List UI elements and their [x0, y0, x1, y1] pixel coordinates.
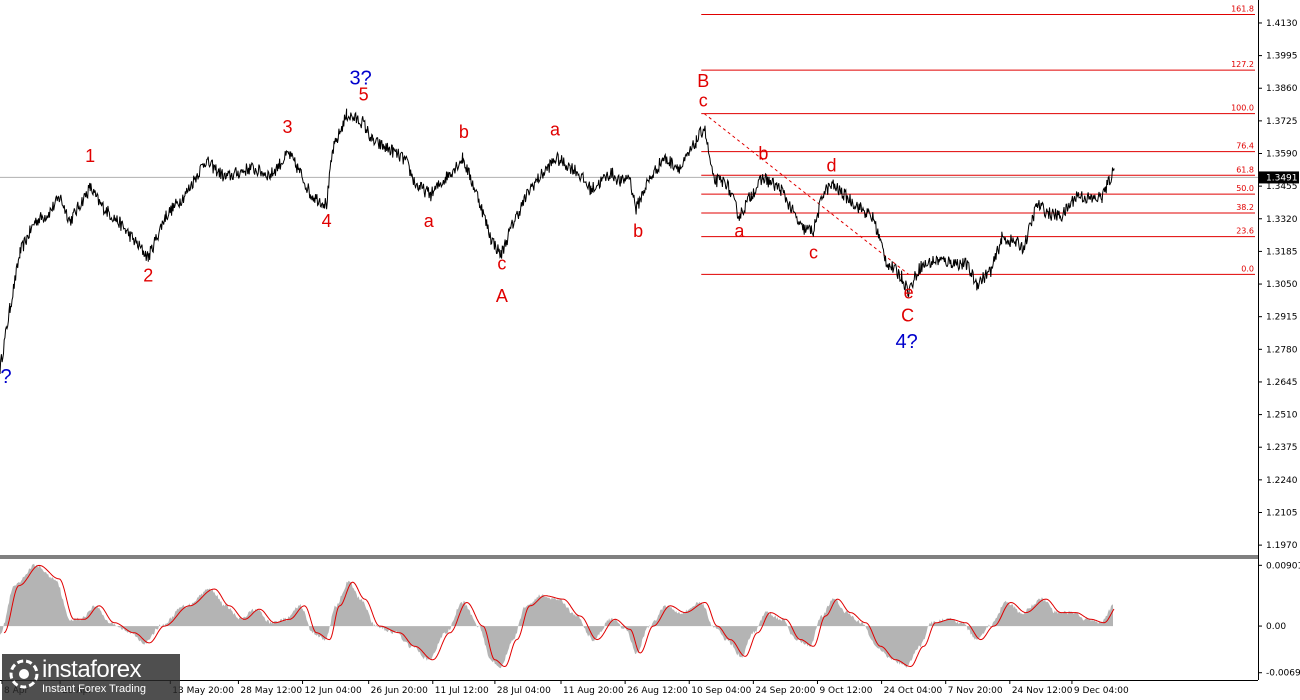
price-line	[0, 108, 1115, 375]
fib-level-label: 76.4	[1236, 142, 1254, 151]
price-tick-label: 1.2375	[1266, 443, 1298, 453]
time-tick-label: 10 Sep 04:00	[691, 686, 751, 696]
price-tick-label: 1.4130	[1266, 19, 1298, 29]
wave-label-2: 2	[143, 266, 153, 286]
price-tick-label: 1.2105	[1266, 508, 1298, 518]
fib-level-label: 50.0	[1236, 184, 1254, 193]
fib-level-label: 23.6	[1236, 227, 1254, 236]
osc-tick-label: -0.00692	[1266, 669, 1300, 679]
price-tick-label: 1.3725	[1266, 117, 1298, 127]
price-tick-label: 1.2240	[1266, 476, 1298, 486]
osc-tick-label: 0.00901	[1266, 561, 1300, 571]
wave-label-4: 4	[322, 211, 332, 231]
wave-label-4q: 4?	[896, 331, 918, 353]
time-tick-label: 26 Jun 20:00	[371, 686, 428, 696]
time-tick-label: 9 Oct 12:00	[819, 686, 872, 696]
wave-label-1: 1	[85, 146, 95, 166]
fib-level-label: 0.0	[1241, 264, 1254, 273]
price-tick-label: 1.2915	[1266, 313, 1298, 323]
price-axis: 1.4130 1.3995 1.3860 1.3725 1.3590 1.3455 1.33…	[1258, 19, 1299, 551]
time-tick-label: 28 Jul 04:00	[497, 686, 551, 696]
wave-label-3q: 3?	[350, 68, 372, 90]
price-tick-label: 1.2510	[1266, 411, 1298, 421]
time-tick-label: 24 Nov 12:00	[1012, 686, 1073, 696]
time-tick-label: 7 Nov 20:00	[948, 686, 1003, 696]
wave-label-c: c	[809, 243, 818, 263]
wave-label-a: a	[734, 221, 745, 241]
time-tick-label: 28 May 12:00	[240, 686, 302, 696]
wave-label-b: b	[633, 221, 643, 241]
oscillator-histogram	[0, 563, 1113, 669]
current-price-label: 1.3491	[1266, 173, 1298, 183]
time-tick-label: 24 Sep 20:00	[755, 686, 815, 696]
wave-label-b: b	[758, 144, 768, 164]
time-tick-label: 13 May 20:00	[172, 686, 234, 696]
fib-level-label: 161.8	[1231, 5, 1254, 14]
fib-level-label: 61.8	[1236, 165, 1254, 174]
time-tick-label: 11 Aug 20:00	[563, 686, 624, 696]
wave-label-d: d	[826, 156, 836, 176]
price-tick-label: 1.3050	[1266, 280, 1298, 290]
wave-label-q: ?	[0, 366, 11, 388]
price-tick-label: 1.3320	[1266, 215, 1298, 225]
price-tick-label: 1.3185	[1266, 247, 1298, 257]
time-tick-label: 24 Oct 04:00	[884, 686, 943, 696]
wave-label-a: a	[424, 211, 435, 231]
logo-tagline: Instant Forex Trading	[42, 683, 146, 695]
wave-label-B: B	[697, 71, 709, 91]
time-tick-label: 12 Jun 04:00	[305, 686, 362, 696]
fib-level-label: 38.2	[1236, 203, 1254, 212]
logo-name: instaforex	[42, 656, 142, 683]
wave-label-e: e	[904, 283, 914, 303]
wave-label-c: c	[699, 90, 708, 110]
price-tick-label: 1.3860	[1266, 84, 1298, 94]
oscillator-panel: 0.00901 0.00 -0.00692	[0, 561, 1300, 679]
wave-label-c: c	[497, 254, 506, 274]
instaforex-logo: instaforex Instant Forex Trading	[2, 654, 180, 700]
fib-trend-line	[703, 113, 909, 275]
price-tick-label: 1.2780	[1266, 345, 1298, 355]
fib-level-label: 127.2	[1231, 60, 1254, 69]
wave-label-A: A	[496, 286, 508, 306]
time-tick-label: 11 Jul 12:00	[435, 686, 489, 696]
price-tick-label: 1.3590	[1266, 150, 1298, 160]
time-tick-label: 26 Aug 12:00	[627, 686, 688, 696]
osc-tick-label: 0.00	[1266, 622, 1286, 632]
logo-mark-icon	[9, 659, 39, 689]
main-chart-frame	[0, 0, 1259, 681]
wave-label-3: 3	[283, 117, 293, 137]
wave-label-C: C	[901, 306, 914, 326]
price-tick-label: 1.3455	[1266, 182, 1298, 192]
wave-label-b: b	[459, 122, 469, 142]
price-tick-label: 1.2645	[1266, 378, 1298, 388]
fibonacci-retracement[interactable]: 161.8 127.2 100.0 76.4 61.8 50.0 38.2 23.6 0.0	[701, 5, 1255, 275]
wave-label-a: a	[550, 119, 561, 139]
wave-label-5: 5	[359, 84, 369, 104]
price-tick-label: 1.3995	[1266, 52, 1298, 62]
oscillator-signal-line	[3, 564, 1115, 668]
fib-level-label: 100.0	[1231, 104, 1254, 113]
time-tick-label: 9 Dec 04:00	[1074, 686, 1129, 696]
price-series	[0, 108, 1115, 375]
current-price-badge	[1259, 171, 1299, 184]
price-tick-label: 1.1970	[1266, 541, 1298, 551]
